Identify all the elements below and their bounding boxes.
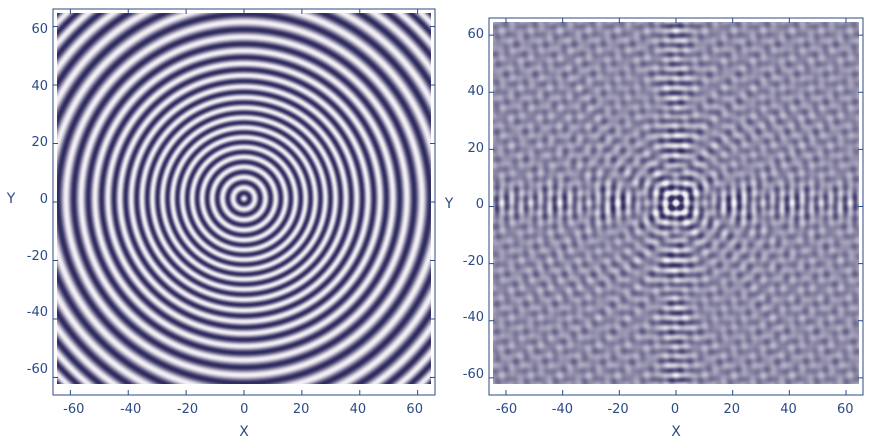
left-panel: -60 -40 -20 0 20 40 60 60 40 20 0 -20 -4… <box>6 8 436 438</box>
right-xtick-label: -20 <box>607 402 628 417</box>
right-ytick-label: -40 <box>463 310 484 325</box>
right-xtick-label: 40 <box>780 402 797 417</box>
right-xtick-label: -60 <box>496 402 517 417</box>
right-ytick-label: 60 <box>467 27 484 42</box>
left-heatmap <box>57 13 431 384</box>
left-ytick-label: 40 <box>31 79 48 94</box>
left-ytick-label: -20 <box>27 249 48 264</box>
right-ytick-label: 0 <box>476 197 484 212</box>
left-xtick-label: 0 <box>240 402 248 417</box>
right-heatmap <box>493 22 859 384</box>
left-ytick-label: 20 <box>31 135 48 150</box>
right-ticks <box>489 18 863 395</box>
right-xtick-label: 0 <box>671 402 679 417</box>
left-ytick-label: 0 <box>40 192 48 207</box>
right-xtick-label: 20 <box>724 402 741 417</box>
left-xtick-label: 20 <box>293 402 310 417</box>
left-ticks <box>53 9 435 395</box>
left-xtick-label: -60 <box>63 402 84 417</box>
right-xtick-label: -40 <box>552 402 573 417</box>
left-ytick-label: -40 <box>27 305 48 320</box>
right-panel: -60 -40 -20 0 20 40 60 60 40 20 0 -20 -4… <box>444 17 864 438</box>
right-x-axis-title: X <box>671 424 681 438</box>
right-ytick-label: 40 <box>467 84 484 99</box>
left-xtick-label: 60 <box>406 402 423 417</box>
left-xtick-label: -20 <box>177 402 198 417</box>
left-xtick-label: 40 <box>350 402 367 417</box>
right-y-axis-title: Y <box>444 196 454 212</box>
right-ytick-label: -20 <box>463 254 484 269</box>
right-ytick-label: 20 <box>467 141 484 156</box>
left-ytick-label: -60 <box>27 362 48 377</box>
right-xtick-label: 60 <box>837 402 854 417</box>
left-x-axis-title: X <box>239 424 249 438</box>
right-ytick-label: -60 <box>463 367 484 382</box>
left-ytick-label: 60 <box>31 22 48 37</box>
left-y-axis-title: Y <box>6 191 16 207</box>
left-xtick-label: -40 <box>120 402 141 417</box>
